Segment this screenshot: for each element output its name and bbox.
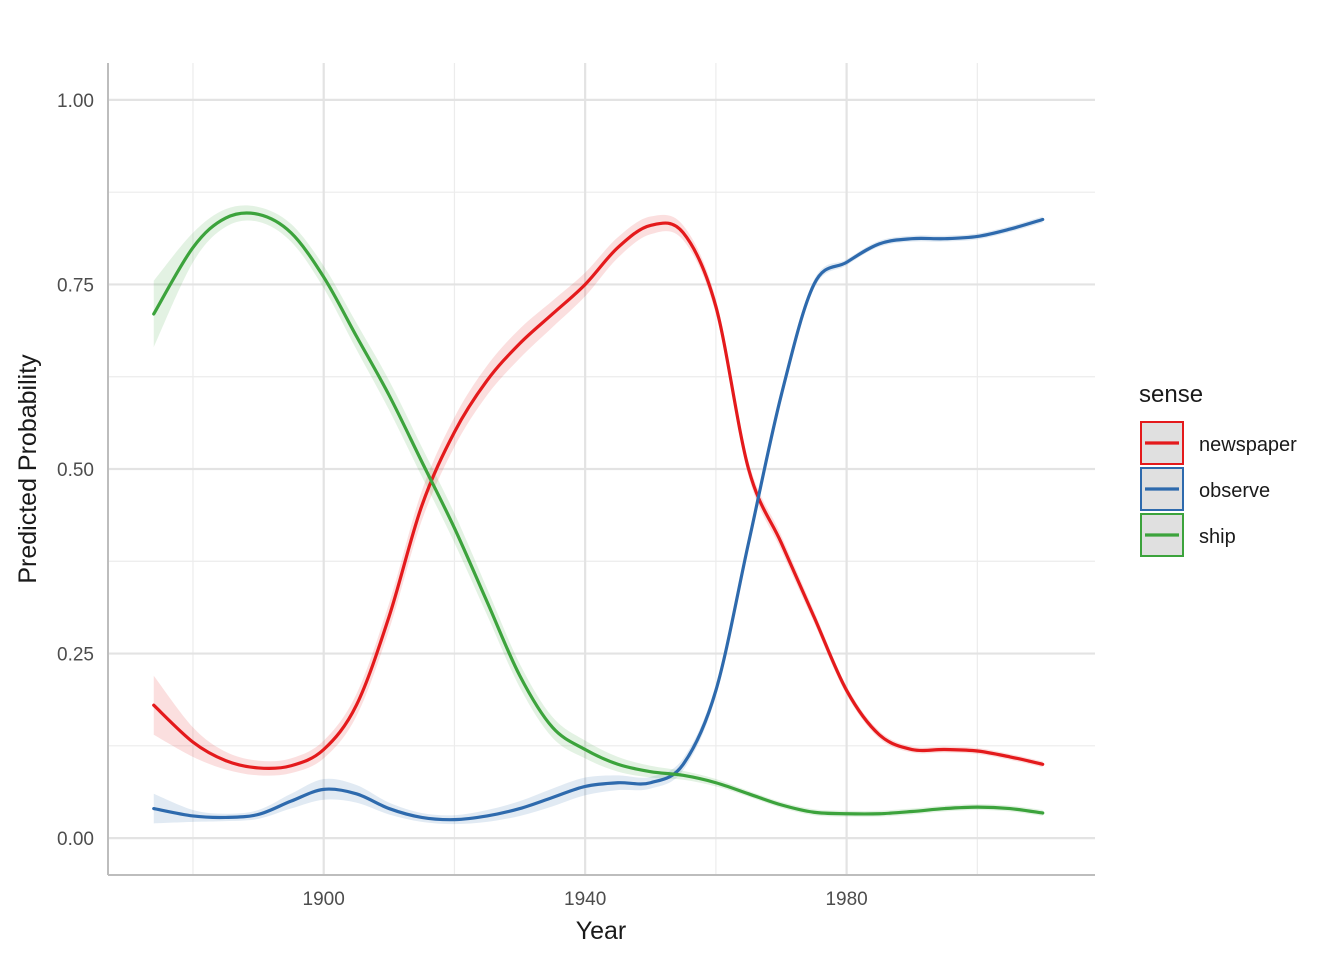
series-line-newspaper [152, 221, 1045, 771]
x-tick-label: 1980 [825, 889, 867, 910]
y-tick-label: 0.25 [57, 645, 94, 666]
legend: sense newspaper observe ship [1139, 381, 1297, 557]
grid [108, 63, 1095, 875]
y-tick-label: 0.00 [57, 829, 94, 850]
legend-label: ship [1199, 526, 1236, 548]
legend-label: newspaper [1199, 434, 1297, 456]
y-axis-title: Predicted Probability [14, 354, 42, 584]
x-tick-label: 1940 [564, 889, 606, 910]
y-tick-label: 1.00 [57, 91, 94, 112]
confidence-ribbons [153, 205, 1043, 825]
legend-item-observe: observe [1140, 467, 1270, 511]
ci-ribbon-newspaper [153, 214, 1043, 776]
legend-label: observe [1199, 480, 1270, 502]
legend-item-newspaper: newspaper [1140, 421, 1297, 465]
ci-ribbon-observe [153, 216, 1043, 825]
ci-ribbon-ship [153, 205, 1043, 817]
x-tick-label: 1900 [303, 889, 345, 910]
series-line-observe [152, 217, 1045, 822]
y-tick-label: 0.75 [57, 275, 94, 296]
legend-item-ship: ship [1140, 513, 1236, 557]
series-lines [152, 211, 1045, 822]
y-tick-label: 0.50 [57, 460, 94, 481]
axes [107, 63, 1095, 876]
x-axis-title: Year [576, 917, 627, 945]
tick-labels: 0.00 0.25 0.50 0.75 1.00 1900 1940 1980 [57, 91, 868, 910]
legend-title: sense [1139, 381, 1203, 408]
series-line-ship [152, 211, 1045, 816]
